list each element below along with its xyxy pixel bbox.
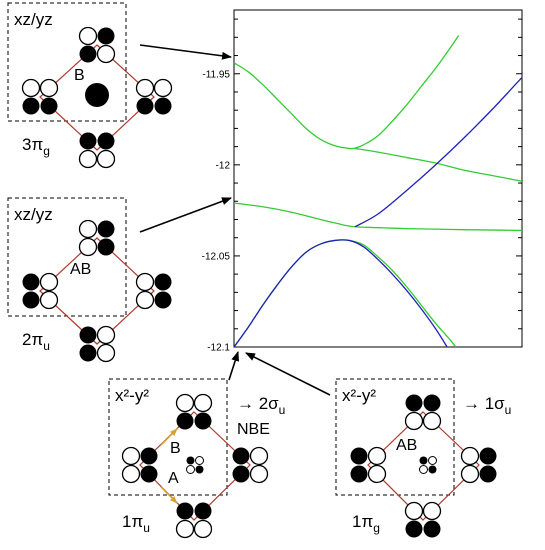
state-label: 1πu: [122, 512, 150, 535]
energy-level-chart: -11.95 -12 -12.05 -12.1: [202, 9, 523, 354]
series-line-green-2: [354, 147, 522, 182]
orbital-label: xz/yz: [14, 10, 53, 29]
bond-arrow-b: [160, 428, 178, 446]
orbital-right-icon: [232, 446, 269, 484]
pointer-arrow-1pig: [245, 352, 331, 396]
panel-3pi-g: xz/yz B 3πg: [7, 2, 173, 169]
series-line-blue-5: [354, 76, 522, 228]
orbital-left-icon: [121, 446, 158, 484]
y-tick-labels: -11.95 -12 -12.05 -12.1: [202, 69, 231, 353]
series-line-green-1: [234, 202, 522, 232]
small-d-orbital-icon: [419, 456, 437, 474]
panel-frame: [108, 378, 228, 496]
region-label: AB: [70, 261, 91, 278]
panel-frame: [335, 378, 455, 496]
orbital-top-icon: [175, 393, 213, 430]
pointer-arrow-3pig: [139, 44, 232, 60]
state-label: 1πg: [352, 512, 380, 535]
bond-arrow-a: [160, 486, 178, 504]
series-line-green-0: [234, 35, 460, 150]
orbital-top-icon: [78, 26, 116, 64]
diamond-bond: [367, 411, 480, 521]
orbital-left-icon: [21, 78, 59, 115]
orbital-label: xz/yz: [14, 205, 53, 224]
state-label: 2πu: [22, 330, 50, 353]
region-label: AB: [396, 437, 417, 454]
pointer-arrow-1piu: [228, 351, 240, 381]
orbital-bottom-icon: [79, 325, 116, 363]
y-axis-right: [516, 18, 522, 348]
series-layer: [234, 35, 522, 347]
orbital-label: x²-y²: [342, 386, 376, 405]
region-label: B: [74, 67, 85, 84]
series-line-blue-4: [234, 239, 448, 347]
y-axis-left: [234, 18, 240, 348]
orbital-left-icon: [22, 272, 59, 310]
orbital-right-icon: [135, 78, 173, 115]
y-tick-label: -11.95: [202, 69, 230, 80]
panel-2pi-u: xz/yz AB 2πu: [7, 197, 172, 363]
orbital-left-icon: [350, 446, 387, 484]
orbital-bottom-icon: [404, 501, 442, 538]
transition-label: → 1σu: [463, 394, 511, 417]
nbe-label: NBE: [237, 421, 270, 438]
orbital-top-icon: [404, 394, 442, 431]
orbital-bottom-icon: [78, 132, 116, 169]
region-a-label: A: [168, 470, 179, 487]
orbital-right-icon: [460, 446, 497, 484]
transition-label: → 2σu: [237, 394, 285, 417]
plot-frame: [233, 9, 523, 348]
y-tick-label: -12.1: [207, 343, 230, 354]
diamond-bond: [139, 411, 251, 521]
orbital-label: x²-y²: [115, 386, 149, 405]
diamond-bond: [39, 44, 155, 151]
diamond-bond: [39, 237, 155, 345]
y-tick-label: -12: [216, 160, 231, 171]
s-orbital-center-icon: [85, 83, 109, 107]
orbital-top-icon: [78, 219, 115, 257]
pointer-arrow-2piu: [139, 197, 232, 233]
orbital-bottom-icon: [175, 502, 213, 539]
panel-1pi-g: x²-y² AB → 1σu 1πg: [335, 378, 511, 538]
small-d-orbital-icon: [186, 456, 204, 474]
orbital-right-icon: [135, 272, 172, 310]
region-b-label: B: [170, 440, 181, 457]
state-label: 3πg: [22, 135, 50, 158]
panel-frame: [7, 2, 127, 122]
y-tick-label: -12.05: [202, 251, 231, 262]
panel-1pi-u: x²-y² B A → 2σu NBE 1πu: [108, 378, 285, 539]
